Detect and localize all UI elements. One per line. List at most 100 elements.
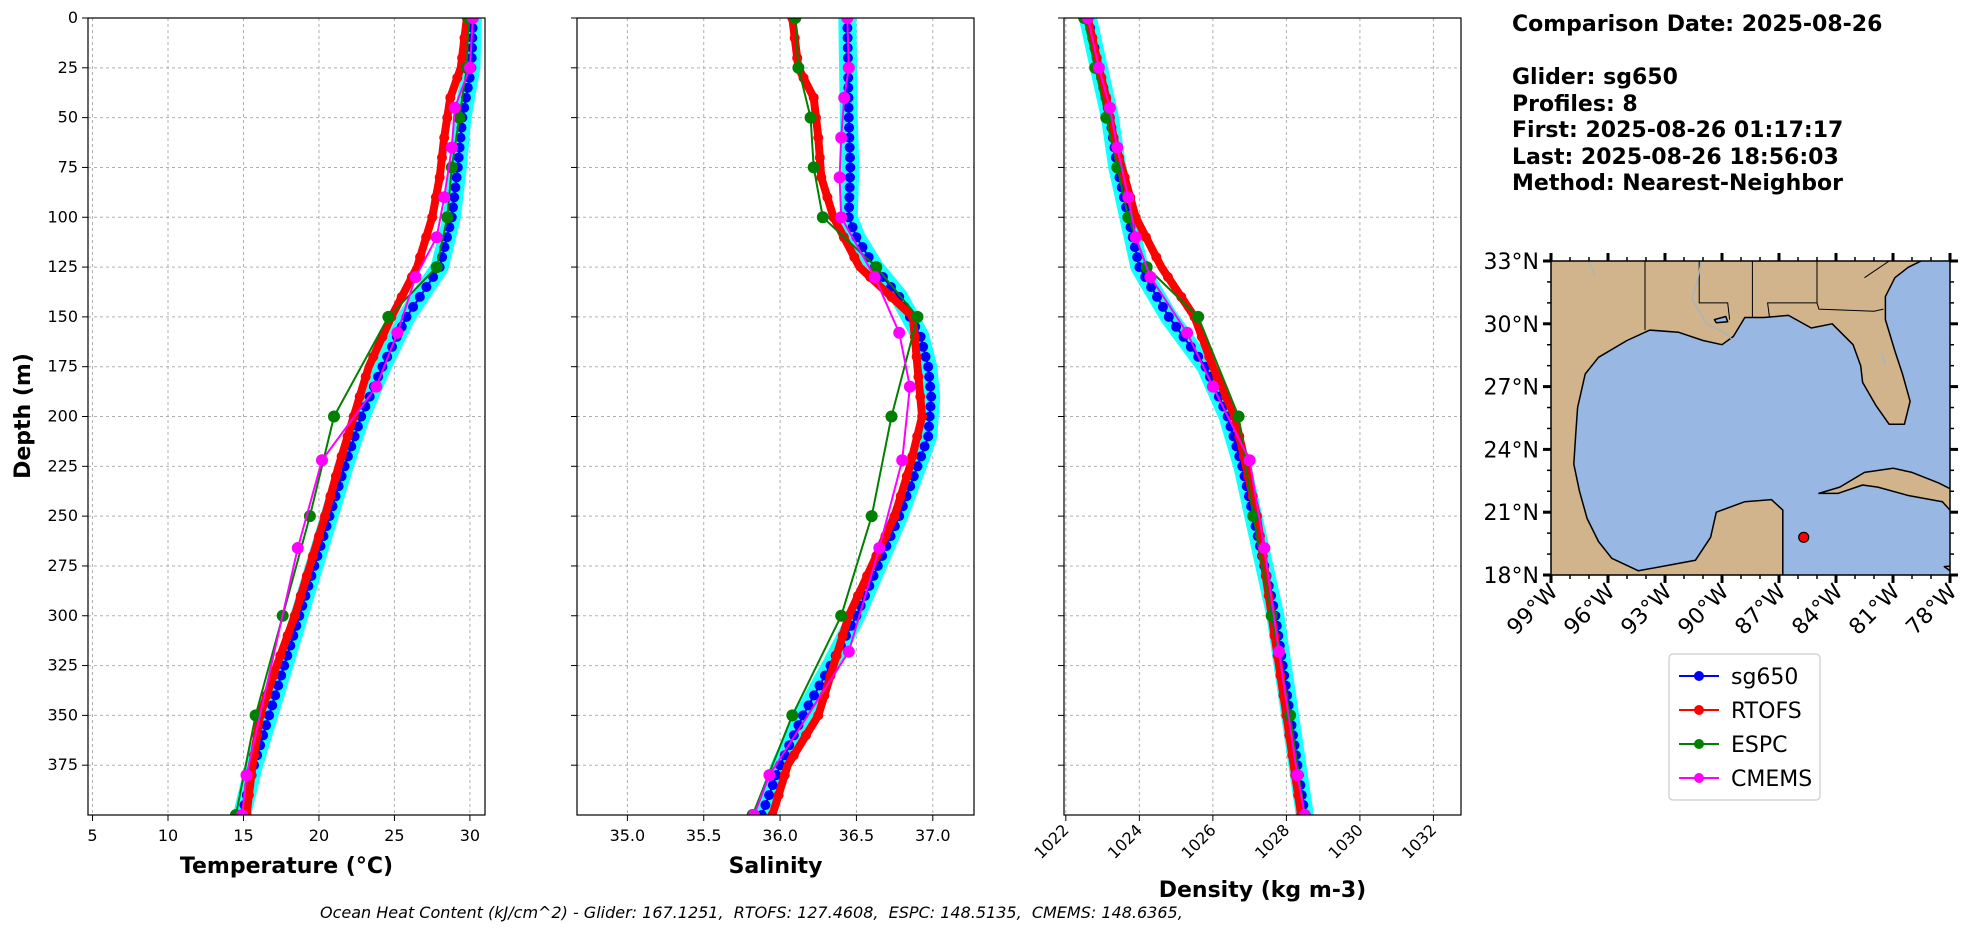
markers-RTOFS [241, 18, 472, 815]
data-point [911, 351, 922, 362]
x-tick-label: 15 [233, 826, 253, 845]
x-tick-label: 1032 [1398, 820, 1440, 862]
lake-pontchartrain [1713, 315, 1729, 324]
y-tick-label: 25 [58, 58, 78, 77]
data-point [1129, 231, 1142, 244]
data-point [868, 271, 881, 283]
data-point [843, 102, 854, 113]
data-point [822, 192, 833, 203]
legend-label: RTOFS [1731, 699, 1802, 724]
series-line-ESPC [751, 18, 919, 815]
x-tick-label: 10 [158, 826, 178, 845]
map-lat-label: 18°N [1484, 564, 1539, 589]
data-point [907, 451, 918, 462]
data-point [1092, 61, 1105, 74]
y-tick-label: 275 [47, 556, 78, 575]
data-point [434, 172, 445, 183]
data-point [421, 232, 432, 243]
map-content [1551, 261, 1950, 575]
data-point [923, 361, 934, 372]
ohc-footer: Ocean Heat Content (kJ/cm^2) - Glider: 1… [320, 903, 1183, 922]
map-lon-label: 84°W [1788, 579, 1849, 640]
data-point [912, 461, 923, 472]
map-lon-label: 96°W [1560, 579, 1621, 640]
glider-name: Glider: sg650 [1512, 65, 1678, 90]
river [1690, 261, 1734, 341]
data-point [844, 182, 855, 193]
data-point [320, 511, 330, 522]
y-tick-label: 300 [47, 606, 78, 625]
data-point [863, 252, 874, 263]
data-point [1181, 326, 1194, 339]
data-point [291, 542, 304, 554]
comparison-date: Comparison Date: 2025-08-26 [1512, 12, 1883, 37]
data-point [421, 282, 432, 292]
y-axis-label: Depth (m) [11, 353, 36, 479]
data-point [912, 431, 923, 442]
data-point [442, 112, 453, 123]
data-point [844, 192, 855, 203]
data-point [920, 351, 931, 362]
data-point [455, 132, 466, 143]
series-RTOFS [241, 18, 472, 815]
data-point [270, 690, 281, 701]
y-tick-label: 175 [47, 357, 78, 376]
map-panel: 99°W96°W93°W90°W87°W84°W81°W78°W18°N21°N… [1484, 250, 1963, 640]
y-tick-label: 200 [47, 407, 78, 426]
map-lon-label: 87°W [1731, 579, 1792, 640]
y-tick-label: 325 [47, 656, 78, 675]
data-point [330, 471, 341, 482]
x-tick-label: 25 [384, 826, 404, 845]
data-point [314, 531, 324, 542]
data-point [452, 72, 463, 83]
map-lat-label: 30°N [1484, 313, 1539, 338]
markers-CMEMS [748, 18, 916, 815]
data-point [915, 391, 926, 402]
data-point [342, 431, 353, 442]
legend-entry-ESPC: ESPC [1679, 733, 1788, 758]
x-tick-label: 30 [460, 826, 480, 845]
data-point [841, 18, 854, 24]
data-point [918, 341, 929, 352]
data-point [763, 769, 776, 782]
data-point [360, 371, 371, 382]
data-point [813, 710, 824, 721]
data-point [382, 310, 395, 323]
series-line-CMEMS [1086, 18, 1306, 815]
data-point [873, 542, 886, 554]
data-point [370, 380, 383, 393]
data-point [439, 132, 450, 143]
data-point [786, 709, 799, 722]
data-point [1146, 282, 1157, 292]
series-line-CMEMS [753, 18, 911, 815]
data-point [448, 202, 458, 213]
markers-ESPC [746, 18, 924, 815]
data-point [789, 32, 800, 43]
profile-count: Profiles: 8 [1512, 91, 1638, 117]
state-border [1816, 302, 1884, 312]
data-point [1192, 310, 1205, 323]
method: Method: Nearest-Neighbor [1512, 171, 1843, 196]
data-point [844, 202, 855, 213]
data-point [804, 111, 817, 124]
data-point [788, 750, 799, 761]
y-tick-label: 250 [47, 506, 78, 525]
data-point [453, 152, 464, 163]
data-point [462, 82, 473, 93]
y-tick-label: 350 [47, 705, 78, 724]
data-point [1247, 510, 1260, 523]
data-point [835, 131, 848, 144]
data-point [896, 454, 909, 467]
data-point [1151, 252, 1162, 263]
data-point [453, 111, 466, 124]
data-point [779, 750, 790, 761]
legend-label: ESPC [1731, 733, 1788, 758]
data-point [1081, 18, 1094, 24]
data-point [1232, 410, 1245, 423]
data-point [1144, 271, 1157, 283]
data-point [919, 441, 930, 452]
data-point [1111, 141, 1124, 154]
data-point [282, 630, 293, 641]
y-tick-label: 225 [47, 456, 78, 475]
